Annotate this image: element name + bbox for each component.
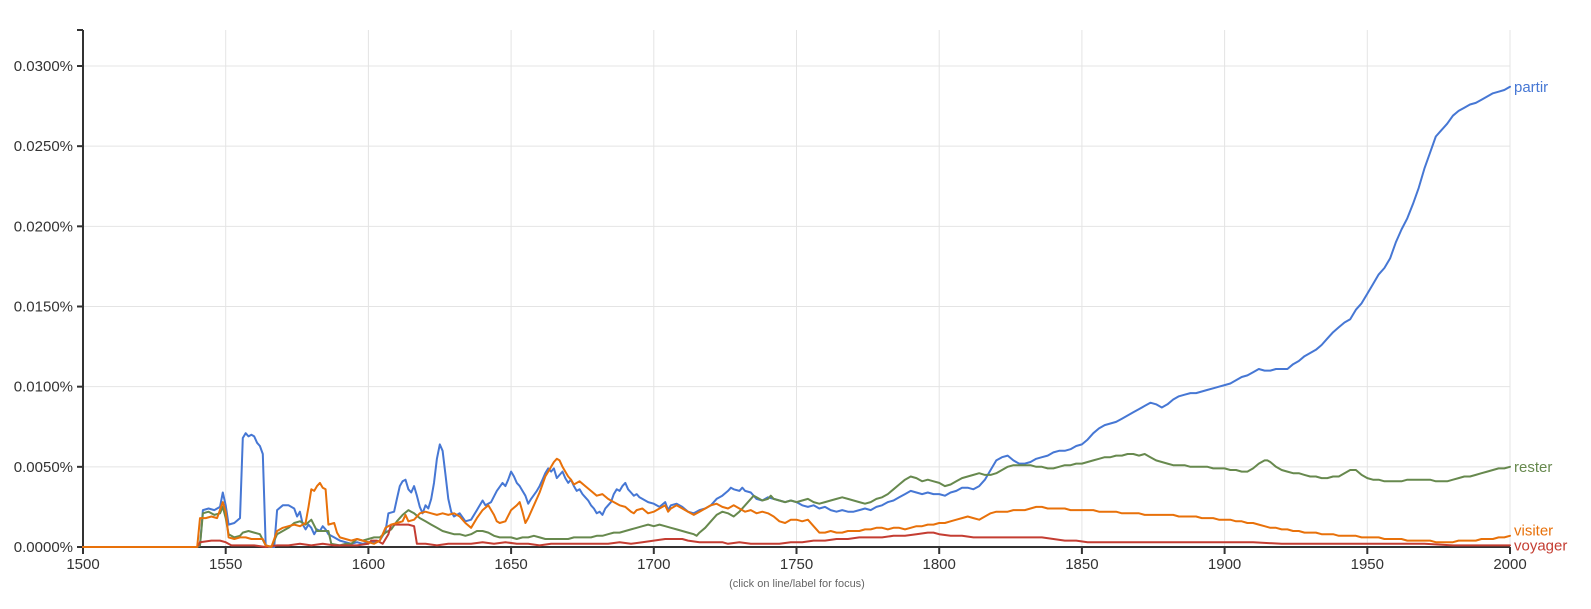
y-tick-label: 0.0050%: [14, 459, 73, 476]
series-label-visiter[interactable]: visiter: [1514, 522, 1553, 539]
series-label-partir[interactable]: partir: [1514, 79, 1548, 96]
y-tick-label: 0.0200%: [14, 218, 73, 235]
x-tick-label: 1600: [352, 556, 385, 573]
series-lines: [82, 85, 1511, 548]
series-label-voyager[interactable]: voyager: [1514, 537, 1567, 554]
x-tick-label: 1900: [1208, 556, 1241, 573]
series-label-rester[interactable]: rester: [1514, 459, 1552, 476]
axis-labels: 0.0000% 0.0050% 0.0100% 0.0150% 0.0200% 0.025…: [14, 58, 1527, 573]
series-line-voyager[interactable]: [82, 523, 1511, 548]
series-line-rester[interactable]: [82, 453, 1511, 548]
x-tick-label: 1750: [780, 556, 813, 573]
series-line-visiter[interactable]: [82, 457, 1511, 548]
y-tick-label: 0.0250%: [14, 138, 73, 155]
x-tick-label: 1650: [494, 556, 527, 573]
x-tick-label: 1850: [1065, 556, 1098, 573]
x-tick-label: 1700: [637, 556, 670, 573]
x-tick-label: 1500: [66, 556, 99, 573]
axes: [77, 29, 1511, 554]
y-tick-label: 0.0300%: [14, 58, 73, 75]
chart-caption: (click on line/label for focus): [729, 578, 865, 590]
x-tick-label: 1800: [923, 556, 956, 573]
x-tick-label: 2000: [1493, 556, 1526, 573]
y-tick-label: 0.0000%: [14, 539, 73, 556]
gridlines: [83, 30, 1511, 547]
x-tick-label: 1950: [1351, 556, 1384, 573]
x-tick-label: 1550: [209, 556, 242, 573]
y-tick-label: 0.0150%: [14, 299, 73, 316]
y-tick-label: 0.0100%: [14, 379, 73, 396]
